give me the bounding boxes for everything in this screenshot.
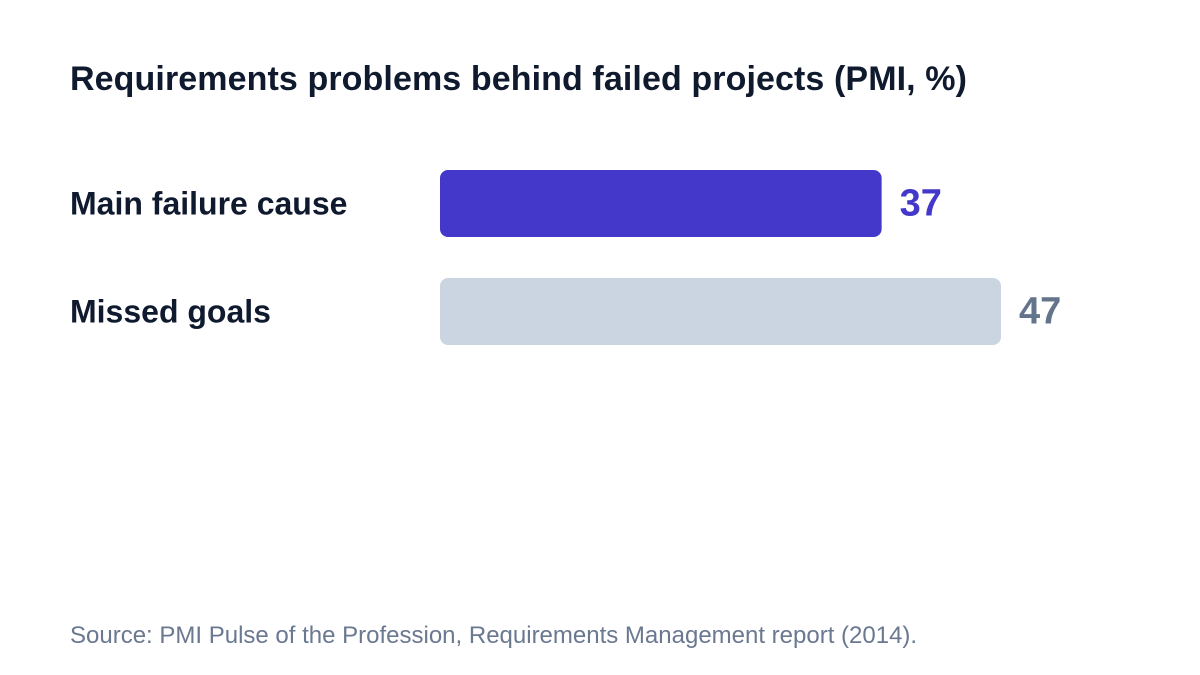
chart-title: Requirements problems behind failed proj… (70, 60, 968, 98)
source-note: Source: PMI Pulse of the Profession, Req… (70, 622, 918, 649)
value-label-main-failure-cause: 37 (900, 183, 942, 225)
category-label-missed-goals: Missed goals (70, 294, 271, 330)
bar-missed-goals (440, 278, 1001, 345)
bar-main-failure-cause (440, 170, 882, 237)
value-label-missed-goals: 47 (1019, 291, 1061, 333)
category-label-main-failure-cause: Main failure cause (70, 186, 347, 222)
